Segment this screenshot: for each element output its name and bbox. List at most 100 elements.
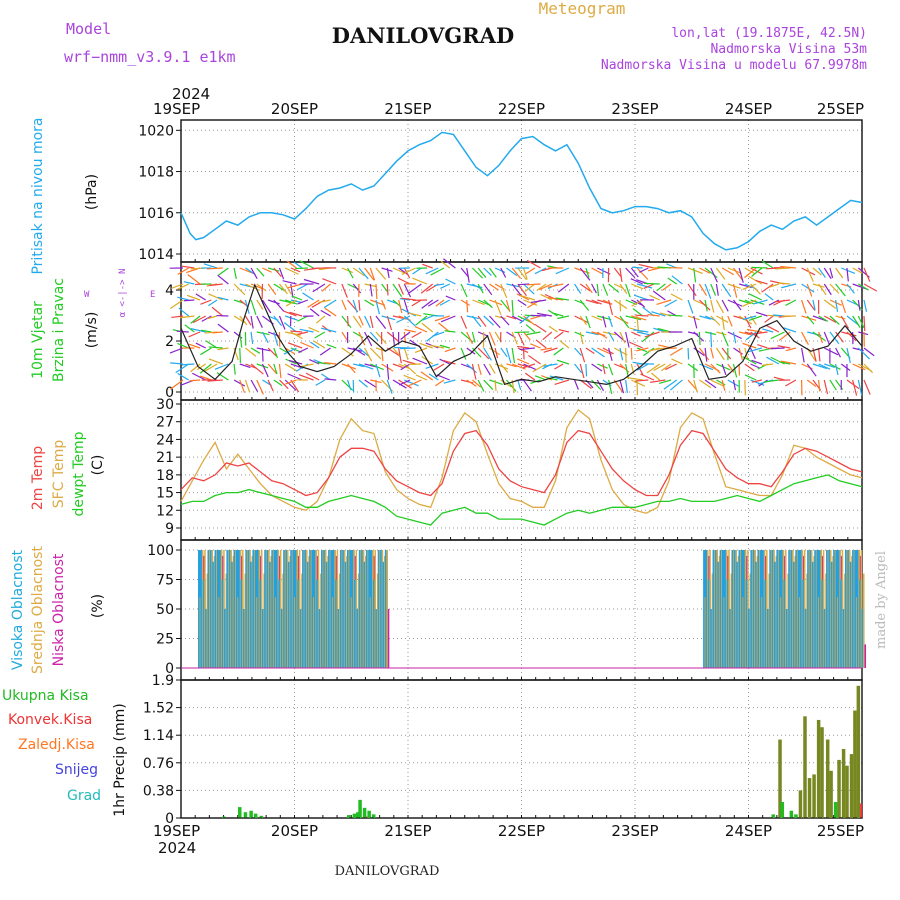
wind-arrow [477,363,482,375]
wind-arrow [552,312,564,317]
cloud-bar [230,550,232,668]
wind-arrow [180,315,195,319]
wind-ylabel-1: 10m Vjetar [30,301,46,379]
wind-arrow [770,347,785,350]
wind-arrow [483,347,492,361]
wind-arrow [408,283,422,294]
wind-arrow [863,363,874,374]
wind-arrow [818,379,821,392]
cloud-bar [801,550,804,668]
footer-title: DANILOVGRAD [335,864,440,879]
top-day-label: 23SEP [611,100,658,118]
sfc-temp-line [180,408,863,514]
wind-arrow [801,299,807,314]
wind-arrow [262,267,272,273]
wind-arrow [727,299,743,307]
wind-arrow [511,283,522,297]
wind-arrow [653,363,666,372]
wind-arrow [523,363,537,371]
wind-arrow [780,360,797,365]
wind-arrow [812,315,827,322]
wind-arrow [742,283,757,291]
wind-arrow [536,283,547,292]
wind-arrow [432,331,445,337]
wind-arrow [778,282,791,285]
wind-arrow [283,310,297,317]
wind-arrow [433,363,445,371]
wind-arrow [585,283,593,294]
wind-arrow [783,327,797,333]
wind-arrow [190,363,201,373]
precip-bar [789,810,794,818]
wind-arrow [693,379,698,393]
wind-arrow [829,379,837,391]
wind-arrow [466,363,477,374]
cloud-bar [837,597,839,668]
wind-arrow [320,327,337,333]
wind-arrow [579,363,585,379]
wind-arrow [358,347,370,357]
legend-convective: Konvek.Kisa [8,712,92,728]
panel-0: 1014 1016 1018 1020 [138,119,863,263]
wind-arrow [631,331,641,337]
wind-arrow [203,263,218,269]
wind-arrow [519,347,535,351]
cloud-bar [820,550,822,668]
wind-arrow [857,347,870,360]
wind-arrow [636,267,649,280]
cloud-bar [239,550,242,668]
cloud-bar [799,597,801,668]
wind-arrow [440,260,451,269]
wind-arrow [602,347,615,355]
wind-arrow [477,315,487,328]
wind-arrow [177,267,189,275]
wind-arrow [520,294,536,301]
wind-arrow [323,299,337,309]
wind-arrow [460,267,469,278]
bottom-day-label: 22SEP [498,822,545,840]
wind-arrow [283,347,297,355]
cloud-bar [381,550,384,668]
wind-arrow [693,331,705,342]
wind-arrow [643,282,660,285]
precip-bar [259,815,264,818]
y-tick-label: 0.38 [143,783,174,799]
wind-arrow [181,265,195,269]
wind-arrow [217,296,229,301]
wind-arrow [591,363,603,372]
cloud-bar [284,550,287,668]
wind-arrow [239,347,242,363]
wind-arrow [852,299,863,311]
wind-arrow [295,267,308,270]
cloud-bar [258,550,261,668]
wind-arrow [710,331,713,348]
wind-arrow [315,379,326,386]
wind-arrow [857,379,863,396]
wind-arrow [287,373,303,381]
wind-arrow [846,267,849,282]
wind-arrow [290,299,302,304]
wind-arrow [812,363,828,370]
wind-arrow [535,339,547,349]
elevation-label: Nadmorska Visina 53m [710,42,867,57]
cloud-bar [265,550,268,668]
cloud-bar [818,597,820,668]
wind-arrow [273,363,278,375]
wind-arrow [669,347,683,356]
cloud-bar [829,550,832,668]
wind-arrow [660,363,672,372]
wind-arrow [517,267,527,281]
wind-arrow [386,283,389,296]
wind-arrow [303,278,320,285]
wind-arrow [619,347,624,361]
wind-arrow [636,363,649,371]
wind-arrow [664,299,678,308]
wind-arrow [290,267,301,273]
cloud-bar [208,550,211,668]
wind-arrow [852,363,866,371]
wind-arrow [315,315,326,324]
wind-arrow [806,315,815,325]
wind-arrow [738,347,743,360]
y-tick-label: 1018 [138,165,174,181]
wind-arrow [687,347,690,360]
